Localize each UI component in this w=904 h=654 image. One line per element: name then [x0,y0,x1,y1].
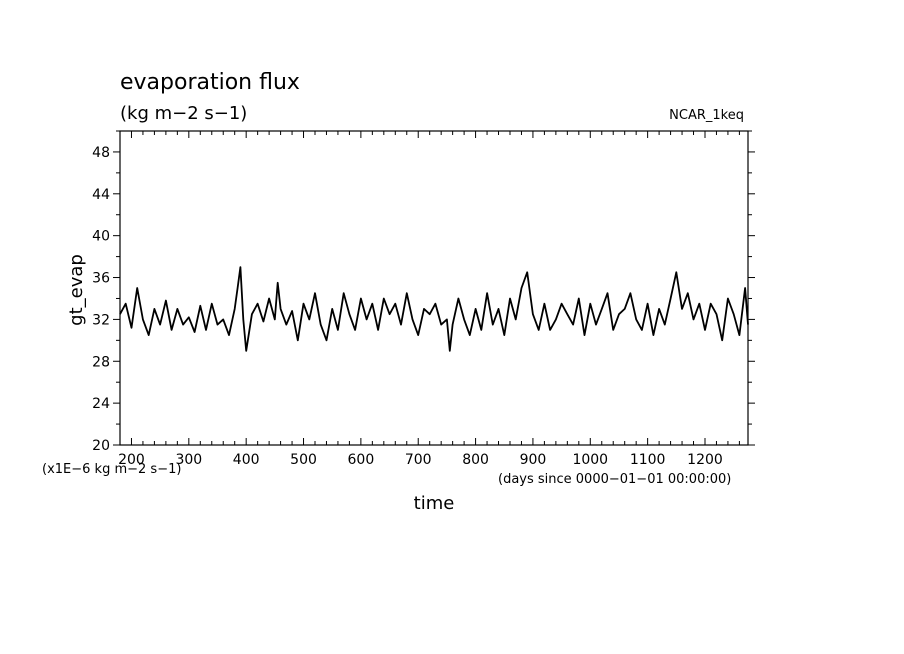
chart-title: evaporation flux [120,70,300,95]
y-tick-label: 36 [92,271,110,287]
x-axis [130,131,740,445]
y-tick-label: 44 [92,187,110,203]
y-tick-labels: 20 24 28 32 36 40 44 48 [92,145,110,454]
x-tick-label: 1000 [572,452,608,468]
y-axis-label: gt_evap [66,254,87,326]
x-tick-labels: 200 300 400 500 600 700 800 900 1000 1100 1200 [118,452,723,468]
x-tick-label: 600 [348,452,375,468]
x-tick-label: 800 [462,452,489,468]
x-tick-label: 300 [175,452,202,468]
y-scale-note: (x1E−6 kg m−2 s−1) [42,462,181,477]
x-tick-label: 400 [233,452,260,468]
x-axis-label: time [414,493,455,514]
experiment-label: NCAR_1keq [669,108,744,123]
x-tick-label: 200 [118,452,145,468]
x-tick-label: 1200 [687,452,723,468]
chart-subtitle: (kg m−2 s−1) [120,103,247,124]
y-tick-label: 20 [92,438,110,454]
x-tick-label: 500 [290,452,317,468]
plot-frame [119,130,749,446]
series-line [119,266,749,352]
y-tick-label: 32 [92,312,110,328]
x-tick-label: 1100 [630,452,666,468]
y-tick-label: 48 [92,145,110,161]
y-tick-label: 24 [92,396,110,412]
y-tick-label: 28 [92,354,110,370]
x-tick-label: 700 [405,452,432,468]
y-axis [113,130,755,446]
y-tick-label: 40 [92,229,110,245]
x-tick-label: 900 [520,452,547,468]
x-units-note: (days since 0000−01−01 00:00:00) [498,472,731,487]
